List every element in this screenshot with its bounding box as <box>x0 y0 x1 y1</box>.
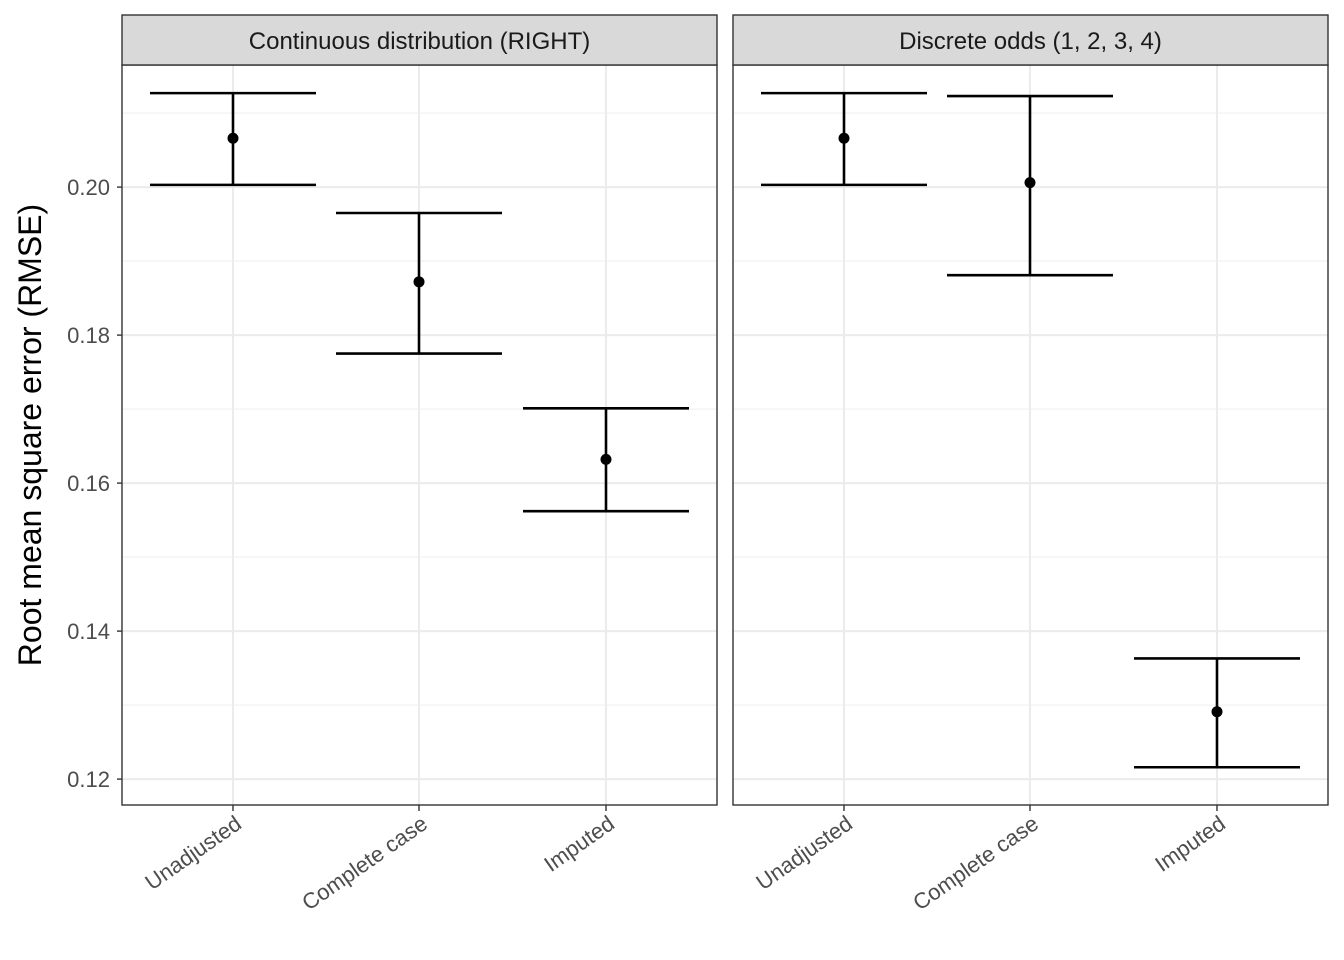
x-tick-label: Unadjusted <box>751 811 857 895</box>
panel-2: Discrete odds (1, 2, 3, 4) Unadjusted Comp… <box>732 14 1329 916</box>
point-estimate <box>413 276 425 288</box>
x-tick-label: Unadjusted <box>140 811 246 895</box>
point-estimate <box>227 132 239 144</box>
y-tick-label: 0.12 <box>67 767 110 792</box>
point-estimate <box>1024 177 1036 189</box>
panels: Continuous distribution (RIGHT) Unadjuste… <box>121 14 1329 916</box>
y-tick-label: 0.16 <box>67 471 110 496</box>
y-tick-label: 0.18 <box>67 323 110 348</box>
errorbar-imputed <box>1134 657 1300 769</box>
facet-strip-label: Continuous distribution (RIGHT) <box>249 28 590 55</box>
point-estimate <box>838 132 850 144</box>
errorbar-complete-case <box>336 211 502 355</box>
y-axis-title: Root mean square error (RMSE) <box>12 204 48 666</box>
x-tick-label: Imputed <box>539 811 618 877</box>
point-estimate <box>1211 706 1223 718</box>
errorbar-unadjusted <box>150 91 316 187</box>
errorbar-imputed <box>523 407 689 513</box>
facet-strip <box>121 14 718 66</box>
errorbar-unadjusted <box>761 91 927 187</box>
x-tick-label: Imputed <box>1150 811 1229 877</box>
y-tick-label: 0.20 <box>67 175 110 200</box>
errorbar-complete-case <box>947 94 1113 277</box>
x-tick-label: Complete case <box>908 811 1043 916</box>
point-estimate <box>600 453 612 465</box>
y-axis-ticks: 0.12 0.14 0.16 0.18 0.20 <box>67 175 122 792</box>
y-tick-label: 0.14 <box>67 619 110 644</box>
x-tick-label: Complete case <box>297 811 432 916</box>
panel-1: Continuous distribution (RIGHT) Unadjuste… <box>121 14 718 916</box>
facet-strip-label: Discrete odds (1, 2, 3, 4) <box>899 28 1162 55</box>
facet-strip <box>732 14 1329 66</box>
